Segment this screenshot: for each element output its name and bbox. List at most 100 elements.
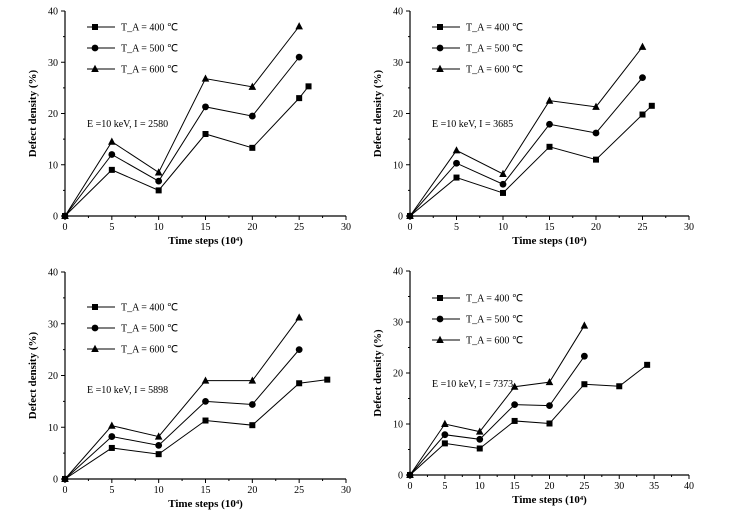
legend: T_A = 400 ℃ T_A = 500 ℃ T_A = 600 ℃ [87, 23, 178, 76]
legend-label: T_A = 400 ℃ [466, 294, 523, 305]
data-point [453, 159, 460, 167]
data-point [648, 102, 655, 109]
x-tick-label: 30 [684, 222, 694, 233]
series-triangle [61, 22, 303, 219]
data-point [499, 180, 507, 188]
data-point [108, 151, 116, 158]
y-tick-label: 40 [393, 267, 403, 278]
annotation: E =10 keV, I = 5898 [87, 385, 168, 396]
legend-marker [436, 64, 444, 72]
x-tick-label: 15 [510, 481, 520, 492]
data-point [108, 137, 116, 145]
data-point [202, 103, 209, 111]
data-point [296, 95, 303, 102]
data-point [296, 380, 303, 387]
y-tick-label: 10 [48, 423, 58, 434]
data-point [511, 417, 518, 424]
series-line [409, 46, 643, 217]
y-axis-label: Defect density (%) [27, 69, 39, 157]
data-point [61, 211, 69, 219]
data-point [249, 422, 256, 429]
y-tick-label: 10 [393, 420, 403, 431]
data-point [295, 22, 303, 30]
data-point [545, 96, 554, 104]
x-tick-label: 5 [442, 481, 447, 492]
data-point [305, 83, 312, 90]
legend-label: T_A = 400 ℃ [121, 303, 178, 314]
data-point [201, 74, 210, 82]
data-point [155, 177, 163, 185]
y-tick-label: 40 [48, 7, 58, 18]
data-point [639, 74, 646, 82]
y-tick-label: 30 [48, 58, 58, 69]
legend-marker [91, 44, 99, 52]
x-tick-label: 35 [649, 481, 659, 492]
data-point [511, 401, 519, 409]
data-point [154, 432, 163, 440]
legend-label: T_A = 500 ℃ [466, 44, 523, 55]
x-axis-label: Time steps (10⁴) [512, 235, 587, 247]
legend-label: T_A = 400 ℃ [466, 23, 523, 34]
data-point [295, 346, 303, 354]
data-point [616, 383, 623, 390]
data-point [202, 417, 209, 424]
x-tick-label: 5 [109, 222, 114, 233]
data-point [202, 131, 209, 137]
data-point [155, 441, 163, 449]
y-tick-label: 0 [53, 212, 58, 223]
legend-marker [91, 344, 99, 352]
x-tick-label: 20 [545, 481, 555, 492]
data-point [155, 187, 162, 194]
data-point [201, 376, 210, 384]
data-point [248, 376, 257, 384]
data-point [476, 445, 483, 452]
data-point [581, 381, 588, 388]
x-tick-label: 5 [109, 485, 114, 496]
series-circle [406, 352, 588, 479]
data-point [441, 440, 448, 447]
data-point [592, 102, 600, 110]
x-tick-label: 25 [294, 485, 304, 496]
legend-marker [92, 24, 98, 30]
x-tick-label: 15 [545, 222, 555, 233]
x-tick-label: 10 [154, 485, 164, 496]
series-triangle [406, 42, 647, 219]
x-axis-label: Time steps (10⁴) [168, 498, 243, 510]
x-tick-label: 15 [201, 222, 211, 233]
y-axis-label: Defect density (%) [372, 329, 384, 417]
y-tick-label: 20 [48, 109, 58, 120]
legend-marker [436, 315, 444, 323]
data-point [248, 82, 257, 90]
legend-label: T_A = 600 ℃ [121, 65, 178, 76]
series-line [64, 317, 300, 480]
legend-marker [436, 335, 444, 343]
legend-marker [92, 304, 98, 310]
data-point [202, 397, 209, 405]
data-point [639, 111, 646, 118]
x-tick-label: 30 [341, 222, 351, 233]
y-tick-label: 20 [48, 371, 58, 382]
series-circle [406, 74, 646, 220]
data-point [61, 474, 69, 482]
x-tick-label: 10 [154, 222, 164, 233]
y-axis-label: Defect density (%) [27, 331, 39, 419]
chart-panel-1: 0 5 10 15 20 25 30 0 10 20 30 40 Time steps (10⁴) Def… [27, 7, 351, 248]
series-triangle [406, 321, 589, 478]
legend: T_A = 400 ℃ T_A = 500 ℃ T_A = 600 ℃ [432, 294, 523, 347]
y-tick-label: 40 [48, 268, 58, 279]
x-tick-label: 30 [341, 485, 351, 496]
annotation: E =10 keV, I = 3685 [432, 119, 513, 130]
data-point [545, 377, 554, 386]
x-tick-label: 10 [498, 222, 508, 233]
x-tick-label: 15 [201, 485, 211, 496]
data-point [592, 129, 600, 137]
data-point [546, 402, 553, 410]
data-point [499, 169, 507, 177]
y-tick-label: 40 [393, 7, 403, 18]
data-point [295, 53, 303, 61]
data-point [546, 143, 553, 150]
data-point [406, 211, 414, 219]
annotation: E =10 keV, I = 2580 [87, 119, 168, 130]
series-line [409, 355, 585, 476]
legend: T_A = 400 ℃ T_A = 500 ℃ T_A = 600 ℃ [432, 23, 523, 76]
